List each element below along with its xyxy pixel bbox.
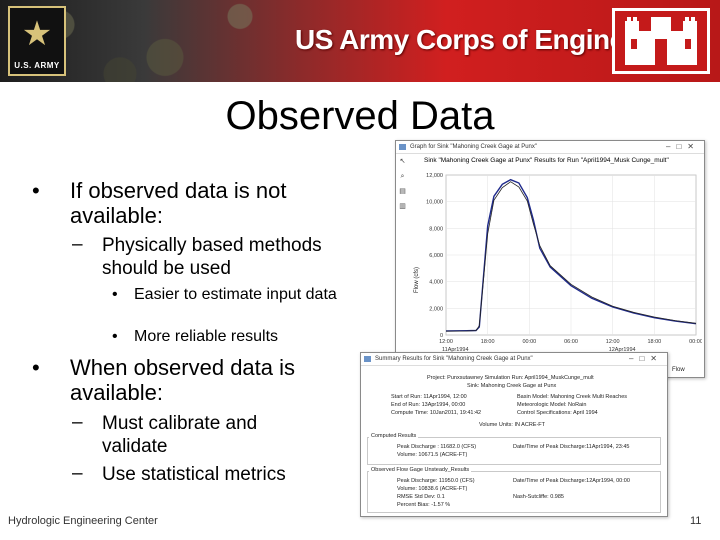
print-icon[interactable]: ▤	[399, 188, 406, 195]
chart-lines	[445, 178, 697, 332]
observed-results-group	[367, 471, 661, 513]
army-logo-text: U.S. ARMY	[14, 61, 60, 70]
start-row: Start of Run: 11Apr1994, 12:00	[391, 394, 467, 400]
bullet-6-text: Must calibrate and validate	[102, 413, 258, 457]
slide-title: Observed Data	[225, 94, 495, 138]
x-tick-label: 18:00	[481, 339, 495, 345]
obs-volume: Volume: 10838.6 (ACRE-FT)	[397, 486, 468, 492]
bullet-7-text: Use statistical metrics	[102, 464, 286, 485]
star-icon: ★	[21, 15, 53, 53]
summary-window-title: Summary Results for Sink "Mahoning Creek…	[375, 356, 533, 362]
bullet-1-text: If observed data is not available:	[70, 178, 287, 228]
footer-org: Hydrologic Engineering Center	[8, 515, 158, 527]
x-tick-label: 12:00	[439, 339, 453, 345]
volume-units-toggle[interactable]: Volume Units: IN ACRE-FT	[479, 422, 546, 428]
control-row: Control Specifications: April 1994	[517, 410, 598, 416]
zoom-icon[interactable]: ⌕	[400, 173, 405, 180]
observed-results-label: Observed Flow Gage Unsteady_Results	[369, 467, 472, 473]
rmse: RMSE Std Dev: 0.1	[397, 494, 445, 500]
graph-window-titlebar[interactable]: Graph for Sink "Mahoning Creek Gage at P…	[396, 141, 704, 154]
sink-row: Sink: Mahoning Creek Gage at Punx	[467, 383, 557, 389]
met-row: Meteorologic Model: NoRain	[517, 402, 587, 408]
bullet-3: • Easier to estimate input data	[112, 286, 342, 304]
save-icon[interactable]: ▥	[399, 203, 406, 210]
x-tick-label: 12:00	[606, 339, 620, 345]
summary-window[interactable]: Summary Results for Sink "Mahoning Creek…	[360, 352, 668, 517]
plot-title: Sink "Mahoning Creek Gage at Punx" Resul…	[424, 157, 669, 164]
computed-results-label: Computed Results	[369, 433, 419, 439]
peak-date: Date/Time of Peak Discharge:11Apr1994, 2…	[513, 444, 630, 450]
window-controls[interactable]: –□✕	[629, 354, 663, 363]
series-line-2	[445, 181, 697, 332]
y-tick-label: 8,000	[429, 226, 443, 232]
x-date-label: 12Apr1994	[609, 347, 636, 353]
army-star-logo: ★ U.S. ARMY	[8, 6, 66, 76]
bullet-7: – Use statistical metrics	[72, 463, 332, 486]
y-tick-label: 2,000	[429, 306, 443, 312]
bullet-5: • When observed data is available:	[32, 355, 332, 405]
summary-window-titlebar[interactable]: Summary Results for Sink "Mahoning Creek…	[361, 353, 667, 366]
basin-row: Basin Model: Mahoning Creek Multi Reache…	[517, 394, 628, 400]
flow-chart: Flow (cfs) 0 2,000 4,000 6,000 8,000 10,000 12…	[414, 173, 702, 373]
bullet-4-text: More reliable results	[134, 328, 279, 345]
computed-results-group	[367, 437, 661, 465]
bullet-2: – Physically based methods should be use…	[72, 234, 362, 280]
y-tick-label: 12,000	[426, 173, 443, 179]
bullet-2-text: Physically based methods should be used	[102, 235, 322, 279]
y-tick-label: 4,000	[429, 280, 443, 286]
y-tick-label: 10,000	[426, 200, 443, 206]
graph-window-title: Graph for Sink "Mahoning Creek Gage at P…	[410, 144, 537, 150]
pointer-icon[interactable]: ↖	[399, 158, 406, 165]
legend-partial: Flow	[672, 367, 685, 373]
bullet-1: • If observed data is not available:	[32, 178, 332, 228]
header-banner: ★ U.S. ARMY US Army Corps of Engineers	[0, 0, 720, 82]
bullet-3-text: Easier to estimate input data	[134, 286, 337, 303]
graph-window[interactable]: Graph for Sink "Mahoning Creek Gage at P…	[395, 140, 705, 378]
x-date-label: 11Apr1994	[442, 347, 469, 353]
bullet-6: – Must calibrate and validate	[72, 412, 312, 458]
page-number: 11	[690, 515, 702, 527]
x-tick-label: 00:00	[522, 339, 536, 345]
volume: Volume: 10671.5 (ACRE-FT)	[397, 452, 468, 458]
y-axis-label: Flow (cfs)	[414, 267, 420, 293]
graph-toolbar: ↖ ⌕ ▤ ▥	[398, 157, 410, 217]
nash-sutcliffe: Nash-Sutcliffe: 0.985	[513, 494, 564, 500]
header-title: US Army Corps of Engineers	[295, 24, 666, 55]
obs-peak-discharge: Peak Discharge: 11950.0 (CFS)	[397, 478, 475, 484]
castle-icon	[625, 17, 697, 65]
x-tick-label: 06:00	[564, 339, 578, 345]
y-tick-label: 6,000	[429, 253, 443, 259]
window-icon	[364, 356, 371, 362]
obs-peak-date: Date/Time of Peak Discharge:12Apr1994, 0…	[513, 478, 630, 484]
chart-axes: 0 2,000 4,000 6,000 8,000 10,000 12,000 12:00 18…	[426, 173, 702, 353]
peak-discharge: Peak Discharge : 11682.0 (CFS)	[397, 444, 477, 450]
y-tick-label: 0	[440, 333, 443, 339]
x-tick-label: 18:00	[647, 339, 661, 345]
bullet-4: • More reliable results	[112, 328, 342, 346]
project-row: Project: Punxsutawney Simulation Run: Ap…	[427, 375, 594, 381]
percent-bias: Percent Bias: -1.57 %	[397, 502, 451, 508]
castle-logo	[612, 8, 710, 74]
compute-row: Compute Time: 10Jan2011, 19:41:42	[391, 410, 482, 416]
window-icon	[399, 144, 406, 150]
window-controls[interactable]: –□✕	[666, 142, 700, 151]
end-row: End of Run: 13Apr1994, 00:00	[391, 402, 466, 408]
x-tick-label: 00:00	[689, 339, 702, 345]
bullet-5-text: When observed data is available:	[70, 355, 296, 405]
